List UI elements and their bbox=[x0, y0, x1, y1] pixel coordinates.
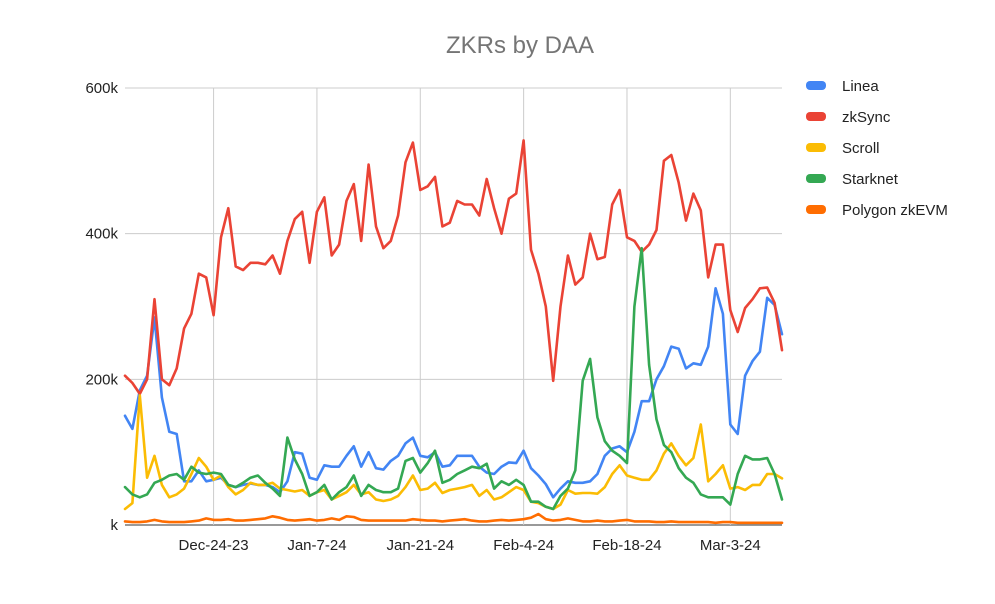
legend-swatch bbox=[806, 205, 826, 214]
legend-swatch bbox=[806, 112, 826, 121]
x-tick-label: Feb-4-24 bbox=[493, 537, 554, 554]
chart-title: ZKRs by DAA bbox=[446, 32, 594, 59]
series-line-zksync bbox=[123, 139, 784, 396]
legend-label: Starknet bbox=[842, 171, 899, 188]
axes: k 200k 400k 600k Dec-24-23 Jan-7-24 Jan-21-24 F… bbox=[85, 80, 760, 554]
y-tick-label: 600k bbox=[85, 80, 118, 97]
series-line-scroll bbox=[123, 394, 784, 511]
legend-label: Scroll bbox=[842, 140, 880, 157]
series-line-linea bbox=[123, 286, 784, 499]
legend-swatch bbox=[806, 81, 826, 90]
series-lines bbox=[123, 139, 784, 525]
x-tick-label: Jan-7-24 bbox=[287, 537, 346, 554]
legend-swatch bbox=[806, 174, 826, 183]
x-tick-label: Jan-21-24 bbox=[387, 537, 455, 554]
legend-label: Polygon zkEVM bbox=[842, 202, 948, 219]
y-tick-label: 200k bbox=[85, 371, 118, 388]
legend-label: zkSync bbox=[842, 109, 891, 126]
series-line-polygon-zkevm bbox=[123, 512, 784, 525]
x-tick-label: Feb-18-24 bbox=[592, 537, 661, 554]
legend-swatch bbox=[806, 143, 826, 152]
x-tick-label: Dec-24-23 bbox=[179, 537, 249, 554]
series-line-starknet bbox=[123, 246, 784, 511]
legend-label: Linea bbox=[842, 78, 879, 95]
x-tick-label: Mar-3-24 bbox=[700, 537, 761, 554]
y-tick-label: k bbox=[111, 517, 119, 534]
legend: Linea zkSync Scroll Starknet Polygon zkEVM bbox=[806, 78, 948, 219]
y-tick-label: 400k bbox=[85, 226, 118, 243]
